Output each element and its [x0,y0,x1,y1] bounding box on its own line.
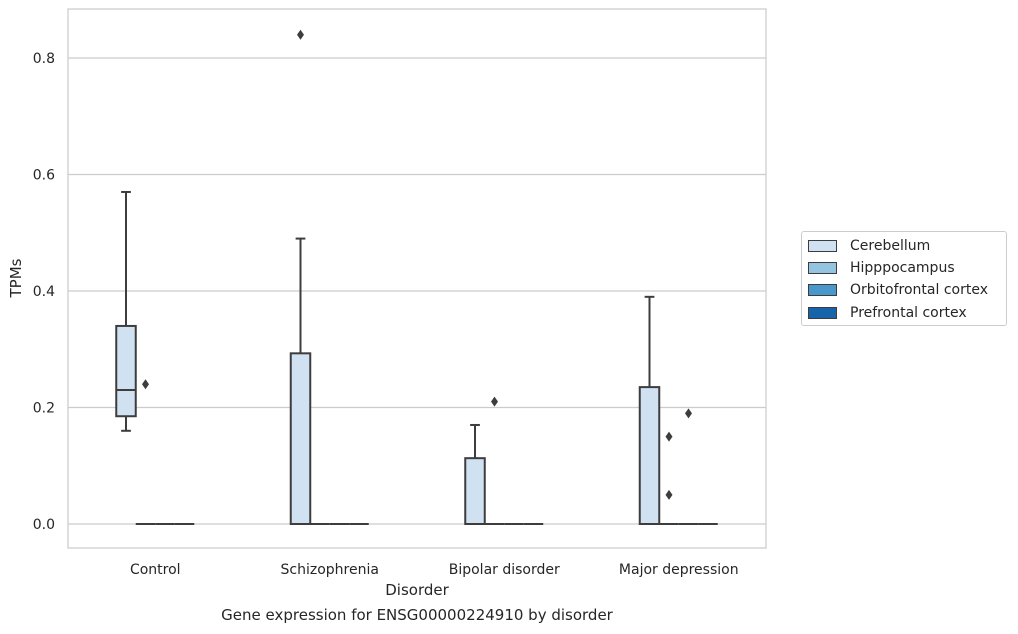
iqr-box [464,457,486,525]
box-1-1 [115,190,137,432]
outlier-point [491,396,498,407]
outlier-point [142,379,149,390]
plot-area [67,8,767,549]
legend-item-cerebellum: Cerebellum [808,236,930,256]
legend: Cerebellum Hipppocampus Orbitofrontal co… [801,231,1007,326]
box-2-3 [484,396,505,525]
iqr-box [289,352,312,526]
box-2-4 [659,431,679,525]
box-2-1 [135,379,156,525]
iqr-box [115,324,137,418]
legend-item-prefrontal-cortex: Prefrontal cortex [808,303,967,323]
outlier-point [297,29,304,40]
box-1-4 [638,295,661,525]
box-3-4 [678,408,699,525]
boxes [115,29,718,526]
outlier-point [665,431,673,442]
box-1-3 [464,423,486,525]
legend-label-prefrontal-cortex: Prefrontal cortex [850,305,967,321]
y-tick-label: 0.2 [33,401,55,417]
legend-swatch-hippocampus [808,262,837,274]
legend-item-hippocampus: Hipppocampus [808,258,955,278]
legend-label-cerebellum: Cerebellum [850,238,931,254]
outlier-point [665,489,673,500]
y-tick-labels: 0.0 0.2 0.4 0.6 0.8 [33,51,55,533]
legend-swatch-cerebellum [808,240,837,252]
x-tick-label: Major depression [619,562,739,578]
y-tick-label: 0.6 [33,168,55,184]
y-tick-label: 0.4 [33,284,55,300]
outlier-point [685,408,692,419]
box-1-2 [289,29,312,526]
y-tick-label: 0.0 [33,517,55,533]
y-axis-title: TPMs [7,258,25,298]
x-tick-labels: Control Schizophrenia Bipolar disorder Majo… [130,562,739,578]
legend-swatch-orbitofrontal-cortex [808,284,837,296]
legend-label-hippocampus: Hipppocampus [850,260,955,276]
iqr-box [638,386,661,525]
x-tick-label: Bipolar disorder [449,562,560,578]
x-tick-label: Control [130,562,181,578]
x-tick-label: Schizophrenia [281,562,379,578]
legend-label-orbitofrontal-cortex: Orbitofrontal cortex [850,282,988,298]
figure-caption: Gene expression for ENSG00000224910 by d… [221,606,613,624]
legend-swatch-prefrontal-cortex [808,307,837,319]
x-axis-title: Disorder [385,581,449,599]
y-tick-label: 0.8 [33,51,55,67]
gridlines [68,57,766,525]
legend-item-orbitofrontal-cortex: Orbitofrontal cortex [808,280,988,300]
